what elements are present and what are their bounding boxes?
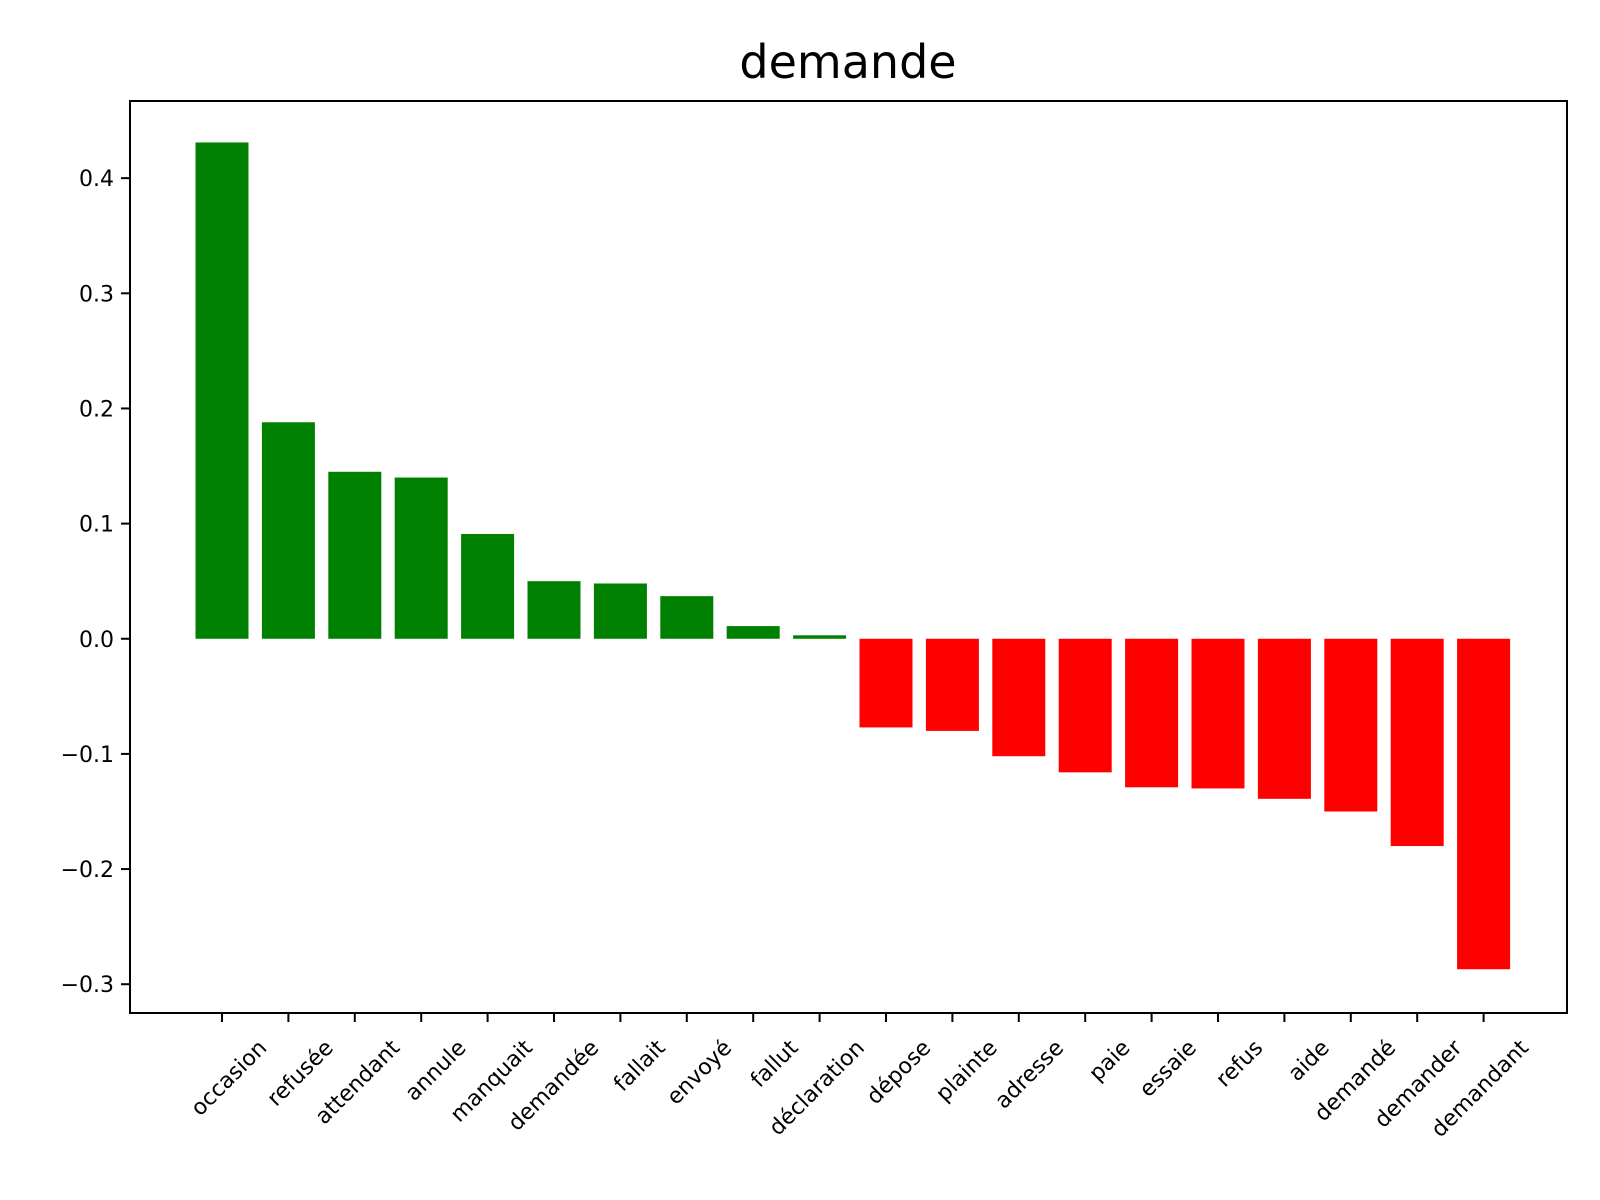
y-tick-label: 0.4: [79, 167, 114, 192]
bar-occasion: [195, 142, 249, 639]
x-tick-label: fallut: [746, 1035, 804, 1093]
y-axis: −0.3 −0.2 −0.1 0.0 0.1 0.2 0.3 0.4: [61, 167, 130, 998]
x-tick-label: adresse: [991, 1036, 1069, 1114]
bars-group: [195, 142, 1511, 970]
x-tick-label: fallait: [609, 1035, 671, 1097]
bar-adresse: [992, 638, 1046, 757]
bar-manquait: [461, 533, 515, 639]
y-tick-label: 0.3: [79, 282, 114, 307]
y-tick-label: −0.3: [61, 973, 114, 998]
y-tick-label: −0.1: [61, 743, 114, 768]
plot-frame: [129, 100, 1568, 1014]
x-axis: occasionrefuséeattendantannulemanquaitde…: [187, 1013, 1534, 1143]
bar-declaration: [793, 635, 847, 639]
x-tick-label: essaie: [1135, 1036, 1202, 1103]
bar-attendant: [328, 471, 382, 639]
x-tick-label: refus: [1211, 1036, 1268, 1093]
bar-envoye: [660, 596, 714, 639]
x-tick-label: paie: [1084, 1036, 1135, 1087]
x-tick-label: envoyé: [662, 1036, 737, 1111]
bar-fallut: [726, 626, 780, 639]
bar-aide: [1257, 638, 1311, 799]
y-tick-label: −0.2: [61, 858, 114, 883]
x-tick-label: occasion: [187, 1036, 273, 1122]
bar-refusee: [261, 422, 315, 639]
y-tick-label: 0.0: [79, 628, 114, 653]
x-tick-label: dépose: [862, 1036, 936, 1110]
y-tick-label: 0.2: [79, 397, 114, 422]
bar-essaie: [1125, 638, 1179, 788]
bar-demandant: [1457, 638, 1511, 970]
bar-refus: [1191, 638, 1245, 789]
bar-paie: [1058, 638, 1112, 773]
x-tick-label: aide: [1284, 1036, 1335, 1087]
y-tick-label: 0.1: [79, 513, 114, 538]
bar-demande: [1324, 638, 1378, 812]
bar-plainte: [925, 638, 979, 731]
chart-title: demande: [739, 35, 956, 89]
bar-depose: [859, 638, 913, 728]
bar-fallait: [593, 583, 647, 639]
bar-demander: [1390, 638, 1444, 847]
bar-annule: [394, 477, 448, 639]
bar-demandee: [527, 581, 581, 639]
